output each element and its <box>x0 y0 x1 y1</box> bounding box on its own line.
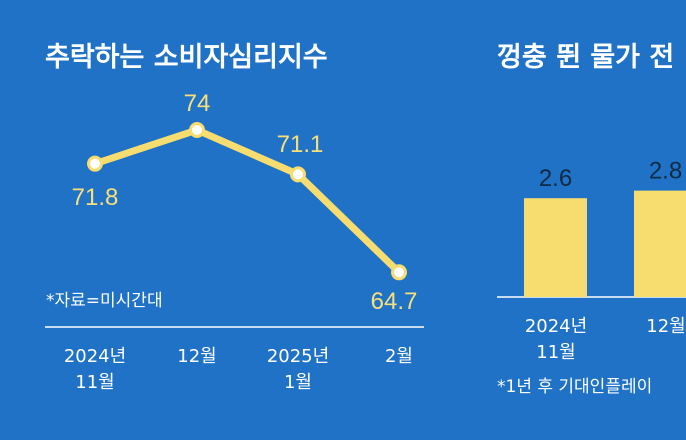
line-value-label: 71.8 <box>72 184 119 211</box>
bar-x-tick-label: 2024년 <box>525 316 587 337</box>
bar-value-label: 2.6 <box>539 165 572 192</box>
line-point <box>391 264 407 281</box>
bar-x-tick-label: 11월 <box>536 342 575 363</box>
line-chart-layer: 71.8 74 71.1 64.7 2024년 11월 12월 2025년 1월 2월 <box>64 90 418 393</box>
line-x-tick-label: 2025년 <box>267 346 329 367</box>
line-value-label: 64.7 <box>371 288 418 315</box>
bar-x-tick-label: 12월 <box>646 316 685 337</box>
line-x-tick-label: 2024년 <box>64 346 126 367</box>
line-chart-source-note: *자료=미시간대 <box>46 291 163 311</box>
line-x-tick-label: 2월 <box>385 346 413 367</box>
bar-chart-title: 껑충 뛴 물가 전 <box>497 42 674 73</box>
bar <box>524 198 587 297</box>
line-value-label: 71.1 <box>277 131 324 158</box>
bar-value-label: 2.8 <box>649 158 682 185</box>
line-chart-title: 추락하는 소비자심리지수 <box>45 42 328 73</box>
bar-chart-note: *1년 후 기대인플레이 <box>497 377 652 397</box>
bar-chart-layer: 2.6 2.8 2024년 11월 12월 <box>524 158 686 363</box>
line-x-tick-label: 1월 <box>284 372 312 393</box>
line-x-tick-label: 12월 <box>177 346 216 367</box>
line-series <box>91 126 403 276</box>
line-point <box>87 155 103 172</box>
bar <box>634 190 686 297</box>
line-point <box>290 166 306 183</box>
line-point <box>189 122 205 138</box>
line-value-label: 74 <box>184 90 211 117</box>
line-x-tick-label: 11월 <box>75 372 114 393</box>
